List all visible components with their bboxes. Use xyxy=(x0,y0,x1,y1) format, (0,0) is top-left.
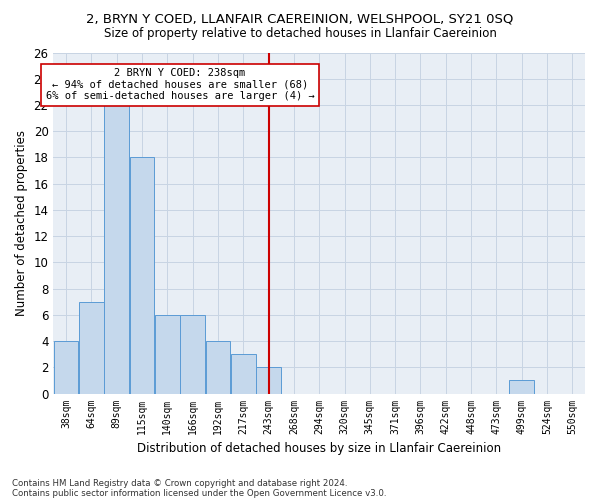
Y-axis label: Number of detached properties: Number of detached properties xyxy=(15,130,28,316)
Text: 2, BRYN Y COED, LLANFAIR CAEREINION, WELSHPOOL, SY21 0SQ: 2, BRYN Y COED, LLANFAIR CAEREINION, WEL… xyxy=(86,12,514,26)
Bar xyxy=(181,315,205,394)
Bar xyxy=(130,158,154,394)
Bar xyxy=(79,302,104,394)
Bar xyxy=(231,354,256,394)
Text: Contains public sector information licensed under the Open Government Licence v3: Contains public sector information licen… xyxy=(12,488,386,498)
Bar xyxy=(54,341,79,394)
Text: Contains HM Land Registry data © Crown copyright and database right 2024.: Contains HM Land Registry data © Crown c… xyxy=(12,478,347,488)
Text: Size of property relative to detached houses in Llanfair Caereinion: Size of property relative to detached ho… xyxy=(104,28,496,40)
Bar xyxy=(155,315,179,394)
Bar xyxy=(509,380,534,394)
Bar xyxy=(256,368,281,394)
Bar xyxy=(206,341,230,394)
Bar xyxy=(104,105,129,394)
Text: 2 BRYN Y COED: 238sqm
← 94% of detached houses are smaller (68)
6% of semi-detac: 2 BRYN Y COED: 238sqm ← 94% of detached … xyxy=(46,68,314,102)
X-axis label: Distribution of detached houses by size in Llanfair Caereinion: Distribution of detached houses by size … xyxy=(137,442,501,455)
